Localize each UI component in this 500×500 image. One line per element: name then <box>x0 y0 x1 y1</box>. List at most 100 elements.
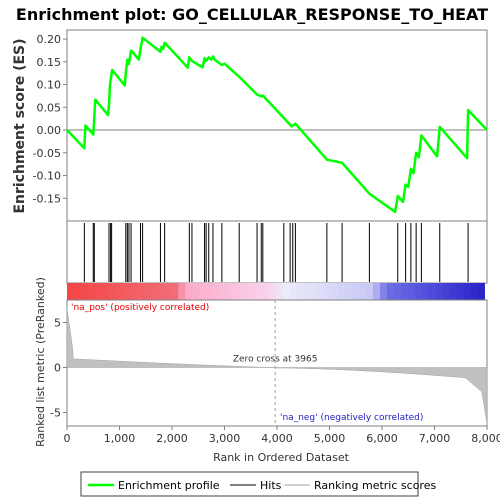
hit-lines <box>83 223 469 282</box>
es-y-ticks: -0.15 -0.10 -0.05 0.00 0.05 0.10 0.15 0.20 <box>33 33 67 205</box>
x-tick-label: 5,000 <box>314 432 346 445</box>
es-y-tick-label: 0.00 <box>37 124 62 137</box>
color-bar-segment <box>317 283 325 300</box>
color-bar-segment <box>136 283 145 300</box>
es-y-axis-label: Enrichment score (ES) <box>12 38 28 213</box>
rank-y-axis-label: Ranked list metric (PreRanked) <box>34 277 47 447</box>
color-bar-segment <box>338 283 346 300</box>
color-bar-segment <box>164 283 172 300</box>
color-bar-segment <box>233 283 242 300</box>
color-bar-segment <box>240 283 249 300</box>
chart-title: Enrichment plot: GO_CELLULAR_RESPONSE_TO… <box>16 5 488 24</box>
color-bar-segment <box>310 283 319 300</box>
color-bar-segment <box>331 283 339 300</box>
color-bar-segment <box>324 283 332 300</box>
pos-label: 'na_pos' (positively correlated) <box>71 303 209 313</box>
hits-panel <box>66 220 488 284</box>
color-bar-segment <box>261 283 270 300</box>
es-y-tick-label: 0.15 <box>37 56 62 69</box>
color-bar-segment <box>407 283 416 300</box>
color-bar-segment <box>289 283 298 300</box>
legend: Enrichment profile Hits Ranking metric s… <box>80 471 436 497</box>
color-bar-segment <box>157 283 165 300</box>
color-bar-segment <box>213 283 221 300</box>
color-bar-segment <box>449 283 458 300</box>
x-tick-label: 2,000 <box>156 432 188 445</box>
color-bar-segment <box>282 283 291 300</box>
color-bar-segment <box>296 283 305 300</box>
hits-panel-frame <box>66 220 488 284</box>
color-bar-segment <box>178 283 186 300</box>
x-axis-label: Rank in Ordered Dataset <box>213 451 350 464</box>
es-y-tick-label: -0.15 <box>33 192 61 205</box>
color-bar-segment <box>199 283 207 300</box>
color-bar-segment <box>185 283 193 300</box>
color-bar-segment <box>456 283 465 300</box>
color-bar-segment <box>87 283 96 300</box>
x-tick-label: 7,000 <box>419 432 451 445</box>
color-bar-segment <box>226 283 235 300</box>
color-bar-segment <box>463 283 472 300</box>
color-bar-segment <box>122 283 131 300</box>
x-tick-label: 4,000 <box>261 432 293 445</box>
color-bar-segment <box>94 283 103 300</box>
color-bar-segment <box>414 283 423 300</box>
color-bar-segment <box>442 283 451 300</box>
color-bar-segment <box>220 283 228 300</box>
enrichment-profile-line <box>66 36 488 214</box>
color-bar-segment <box>143 283 152 300</box>
es-y-tick-label: -0.05 <box>33 147 61 160</box>
x-tick-label: 8,000 <box>471 432 500 445</box>
color-bar-segment <box>400 283 409 300</box>
legend-frame <box>80 471 419 497</box>
color-bar-segment <box>421 283 430 300</box>
color-bar-segment <box>393 283 402 300</box>
rank-y-tick-label: -5 <box>50 407 61 420</box>
color-bar-segment <box>345 283 353 300</box>
color-bar-segment <box>101 283 110 300</box>
color-bar-segment <box>67 283 75 300</box>
legend-label-hits: Hits <box>260 479 282 492</box>
x-tick-label: 3,000 <box>209 432 241 445</box>
es-panel: -0.15 -0.10 -0.05 0.00 0.05 0.10 0.15 0.20 Enri… <box>12 29 488 222</box>
color-bar-segment <box>373 283 381 300</box>
x-tick-label: 6,000 <box>366 432 398 445</box>
color-bar-segment <box>192 283 200 300</box>
color-bar-segment <box>477 283 485 300</box>
rank-y-tick-label: 5 <box>54 317 61 330</box>
ranking-metric-panel: -505 Zero cross at 3965 'na_pos' (positi… <box>34 277 488 447</box>
color-bar-segment <box>115 283 124 300</box>
x-tick-label: 0 <box>64 432 71 445</box>
es-y-tick-label: 0.20 <box>37 33 62 46</box>
legend-label-ranking-metric: Ranking metric scores <box>314 479 436 492</box>
neg-label: 'na_neg' (negatively correlated) <box>280 413 423 423</box>
rank-y-tick-label: 0 <box>54 362 61 375</box>
color-bar-segment <box>359 283 367 300</box>
color-bar-segment <box>428 283 437 300</box>
color-bar-segment <box>366 283 374 300</box>
ranking-metric-area <box>66 308 488 424</box>
color-bar-segment <box>73 283 82 300</box>
color-bar-segment <box>254 283 263 300</box>
color-bar-segment <box>380 283 388 300</box>
color-bar-segment <box>129 283 138 300</box>
es-panel-frame <box>66 29 488 222</box>
es-y-tick-label: -0.10 <box>33 170 61 183</box>
color-bar-segment <box>247 283 256 300</box>
es-y-tick-label: 0.05 <box>37 101 62 114</box>
legend-label-enrichment-profile: Enrichment profile <box>118 479 220 492</box>
color-bar-segment <box>150 283 159 300</box>
color-bar-segment <box>171 283 179 300</box>
color-bar-segment <box>80 283 89 300</box>
color-bar-segment <box>386 283 395 300</box>
color-bar-segment <box>352 283 360 300</box>
es-y-tick-label: 0.10 <box>37 79 62 92</box>
color-bar-segment <box>206 283 214 300</box>
color-bar-segment <box>435 283 444 300</box>
color-bar-segment <box>303 283 312 300</box>
rank-y-ticks: -5 0 5 <box>50 317 67 420</box>
color-bar-segment <box>268 283 277 300</box>
zero-cross-label: Zero cross at 3965 <box>233 355 318 365</box>
color-bar-segment <box>470 283 479 300</box>
